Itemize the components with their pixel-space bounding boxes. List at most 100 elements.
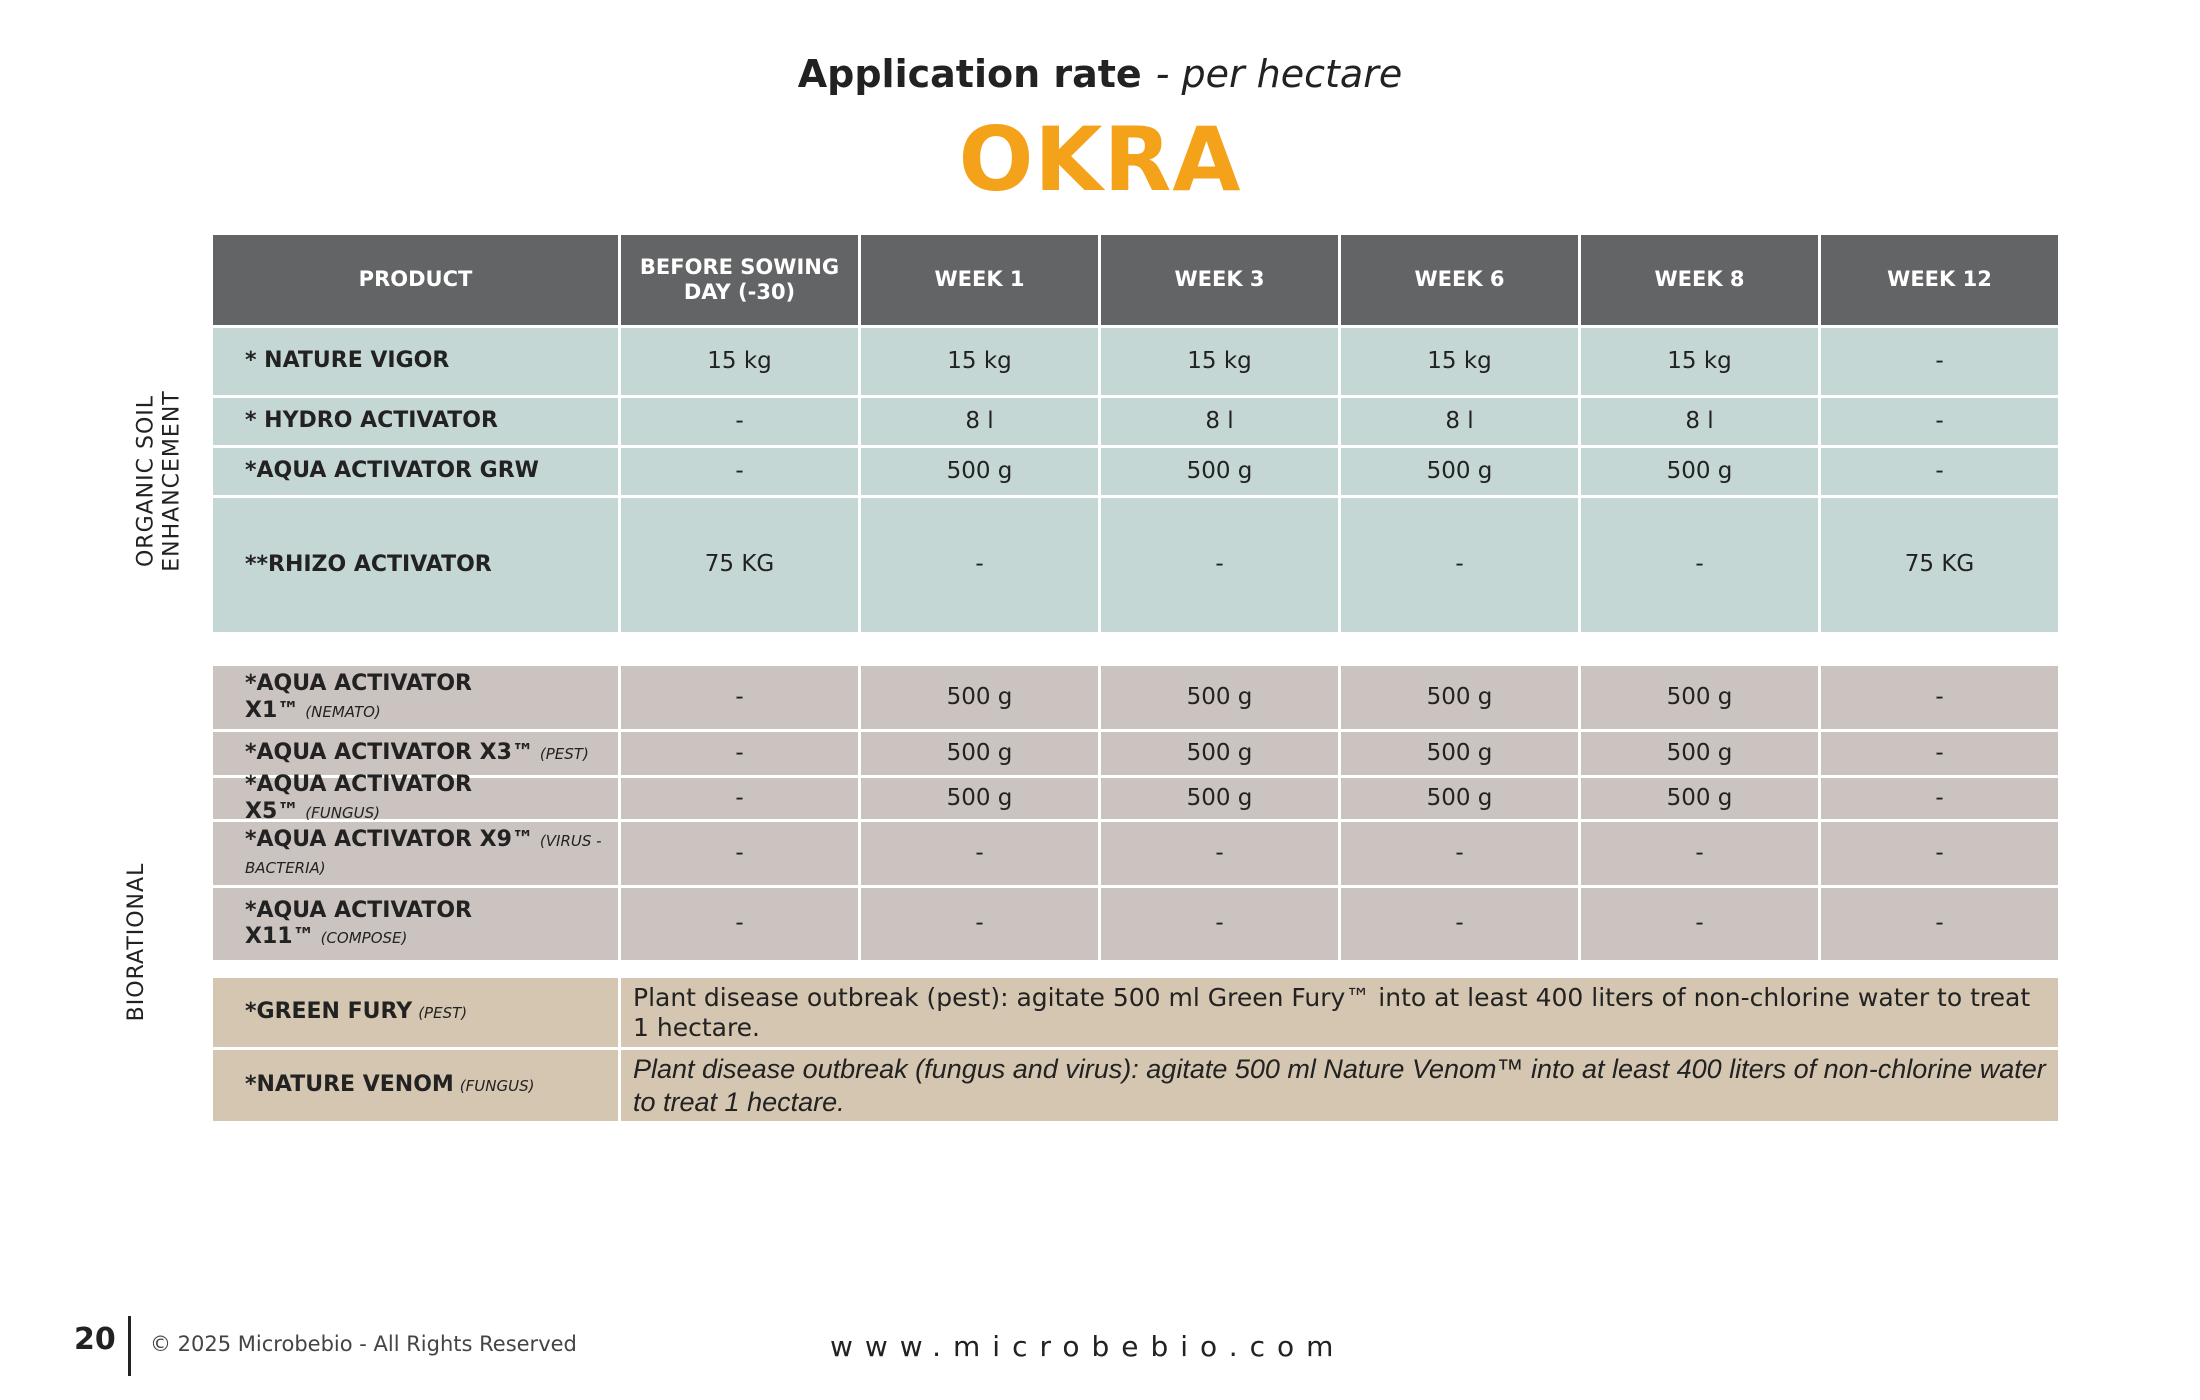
product-cell: *NATURE VENOM (FUNGUS) [213, 1050, 621, 1124]
product-cell: * HYDRO ACTIVATOR [213, 398, 621, 448]
rate-cell: 500 g [1581, 448, 1821, 498]
product-text: *AQUA ACTIVATOR X11™ (COMPOSE) [245, 898, 606, 951]
rate-cell: - [1821, 398, 2061, 448]
product-name: *AQUA ACTIVATOR X9™ [245, 827, 534, 853]
column-header: WEEK 12 [1821, 235, 2061, 328]
product-text: * HYDRO ACTIVATOR [245, 408, 498, 434]
product-cell: *AQUA ACTIVATOR X11™ (COMPOSE) [213, 888, 621, 963]
column-header: WEEK 1 [861, 235, 1101, 328]
rate-cell: 8 l [1341, 398, 1581, 448]
product-cell: **RHIZO ACTIVATOR [213, 498, 621, 635]
rate-cell: 8 l [1581, 398, 1821, 448]
rate-cell: - [621, 732, 861, 778]
group-label: BIORATIONAL [123, 862, 149, 1022]
product-name: *AQUA ACTIVATOR X1™ [245, 671, 472, 723]
rate-cell: - [1341, 822, 1581, 888]
product-note: (PEST) [418, 1004, 468, 1023]
website: www.microbebio.com [830, 1330, 1346, 1363]
rate-cell: 15 kg [621, 328, 861, 398]
rate-cell: - [861, 822, 1101, 888]
rate-cell: - [1821, 448, 2061, 498]
rate-cell: 15 kg [1101, 328, 1341, 398]
product-text: *AQUA ACTIVATOR X5™ (FUNGUS) [245, 772, 606, 825]
page-number: 20 [74, 1322, 116, 1357]
rate-cell: 500 g [1101, 666, 1341, 732]
product-note: (FUNGUS) [459, 1077, 535, 1096]
rate-cell: - [1581, 822, 1821, 888]
rate-cell: 500 g [1341, 666, 1581, 732]
rate-cell: - [861, 498, 1101, 635]
rate-cell: 75 KG [1821, 498, 2061, 635]
product-cell: *AQUA ACTIVATOR X9™ (VIRUS - BACTERIA) [213, 822, 621, 888]
title: Application rate [797, 52, 1142, 96]
product-name: * HYDRO ACTIVATOR [245, 408, 498, 434]
product-cell: *AQUA ACTIVATOR X1™ (NEMATO) [213, 666, 621, 732]
product-text: *NATURE VENOM (FUNGUS) [245, 1072, 534, 1098]
rate-cell: 8 l [1101, 398, 1341, 448]
rate-cell: - [621, 822, 861, 888]
rate-cell: 500 g [861, 666, 1101, 732]
product-name: *AQUA ACTIVATOR X11™ [245, 897, 472, 949]
rate-cell: 500 g [861, 778, 1101, 822]
column-header: WEEK 6 [1341, 235, 1581, 328]
product-cell: * NATURE VIGOR [213, 328, 621, 398]
rate-cell: - [1341, 498, 1581, 635]
crop-name: OKRA [958, 108, 1242, 211]
rate-cell: - [1821, 888, 2061, 963]
product-cell: *GREEN FURY (PEST) [213, 978, 621, 1050]
rate-cell: 500 g [861, 732, 1101, 778]
rate-cell: 15 kg [1581, 328, 1821, 398]
product-note: (FUNGUS) [305, 803, 380, 822]
product-cell: *AQUA ACTIVATOR GRW [213, 448, 621, 498]
divider [128, 1316, 131, 1376]
rate-cell: 15 kg [1341, 328, 1581, 398]
column-header: BEFORE SOWING DAY (-30) [621, 235, 861, 328]
rate-cell: 15 kg [861, 328, 1101, 398]
rate-cell: 8 l [861, 398, 1101, 448]
rate-cell: - [1101, 822, 1341, 888]
rate-cell: - [861, 888, 1101, 963]
rate-cell: 500 g [861, 448, 1101, 498]
product-name: *AQUA ACTIVATOR X3™ [245, 740, 534, 766]
rate-cell: 500 g [1341, 732, 1581, 778]
rate-cell: - [1821, 732, 2061, 778]
column-header: WEEK 8 [1581, 235, 1821, 328]
product-name: *AQUA ACTIVATOR GRW [245, 458, 539, 484]
product-name: **RHIZO ACTIVATOR [245, 551, 492, 577]
rate-cell: - [1581, 888, 1821, 963]
instruction: Plant disease outbreak (fungus and virus… [621, 1050, 2061, 1124]
rate-cell: - [621, 888, 861, 963]
column-header: PRODUCT [213, 235, 621, 328]
rate-cell: - [1821, 666, 2061, 732]
product-note: (VIRUS - BACTERIA) [245, 832, 602, 877]
column-header: WEEK 3 [1101, 235, 1341, 328]
rate-cell: 500 g [1341, 448, 1581, 498]
rate-cell: 500 g [1101, 448, 1341, 498]
product-note: (PEST) [539, 745, 589, 764]
rate-cell: 500 g [1101, 778, 1341, 822]
rate-cell: - [1821, 822, 2061, 888]
rate-cell: 500 g [1581, 778, 1821, 822]
product-text: * NATURE VIGOR [245, 348, 449, 374]
rate-cell: - [621, 448, 861, 498]
product-name: * NATURE VIGOR [245, 348, 450, 374]
rate-cell: - [1341, 888, 1581, 963]
rate-cell: 500 g [1101, 732, 1341, 778]
rate-cell: - [1821, 778, 2061, 822]
product-text: *GREEN FURY (PEST) [245, 999, 467, 1025]
instruction: Plant disease outbreak (pest): agitate 5… [621, 978, 2061, 1050]
product-cell: *AQUA ACTIVATOR X5™ (FUNGUS) [213, 772, 621, 824]
rate-cell: - [1101, 888, 1341, 963]
product-text: **RHIZO ACTIVATOR [245, 552, 492, 578]
rate-cell: - [621, 778, 861, 822]
product-name: *GREEN FURY [245, 999, 413, 1025]
copyright: © 2025 Microbebio - All Rights Reserved [150, 1332, 577, 1356]
product-note: (NEMATO) [305, 702, 381, 721]
product-name: *AQUA ACTIVATOR X5™ [245, 772, 472, 824]
rate-cell: 500 g [1341, 778, 1581, 822]
product-name: *NATURE VENOM [245, 1072, 454, 1098]
rate-cell: - [1581, 498, 1821, 635]
rate-cell: - [1101, 498, 1341, 635]
subtitle: - per hectare [1155, 52, 1403, 96]
